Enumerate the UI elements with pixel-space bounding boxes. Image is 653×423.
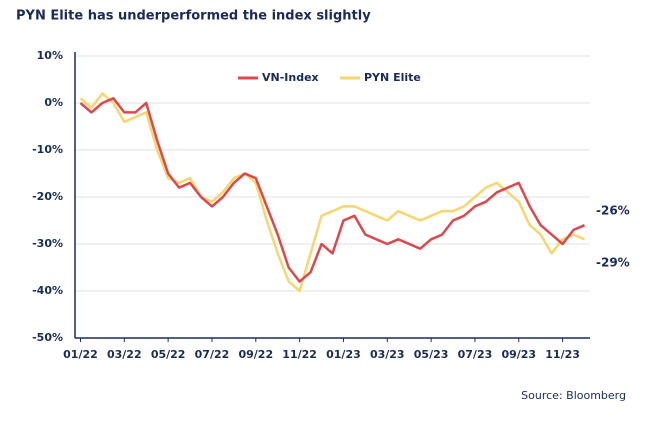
x-tick-label: 01/22 bbox=[63, 348, 98, 361]
x-tick-label: 11/23 bbox=[545, 348, 580, 361]
source: Source: Bloomberg bbox=[521, 389, 626, 402]
x-tick-label: 11/22 bbox=[282, 348, 317, 361]
x-tick-label: 03/22 bbox=[107, 348, 142, 361]
y-tick-label: -50% bbox=[32, 331, 63, 344]
y-tick-label: -20% bbox=[32, 190, 63, 203]
annotation: -29% bbox=[596, 256, 630, 270]
y-tick-label: -10% bbox=[32, 143, 63, 156]
legend-label: PYN Elite bbox=[364, 71, 421, 84]
x-tick-label: 07/22 bbox=[195, 348, 230, 361]
y-tick-label: 10% bbox=[37, 49, 63, 62]
x-tick-label: 03/23 bbox=[370, 348, 405, 361]
x-tick-label: 09/22 bbox=[238, 348, 273, 361]
x-tick-label: 05/22 bbox=[151, 348, 186, 361]
y-tick-label: -40% bbox=[32, 284, 63, 297]
legend-label: VN-Index bbox=[262, 71, 319, 84]
x-tick-label: 09/23 bbox=[501, 348, 536, 361]
y-tick-label: -30% bbox=[32, 237, 63, 250]
chart-title: PYN Elite has underperformed the index s… bbox=[16, 9, 371, 24]
series-line bbox=[79, 92, 586, 293]
x-tick-label: 05/23 bbox=[414, 348, 449, 361]
x-tick-label: 01/23 bbox=[326, 348, 361, 361]
annotation: -26% bbox=[596, 204, 630, 218]
y-tick-label: 0% bbox=[44, 96, 63, 109]
x-tick-label: 07/23 bbox=[458, 348, 493, 361]
series-line bbox=[79, 97, 586, 283]
